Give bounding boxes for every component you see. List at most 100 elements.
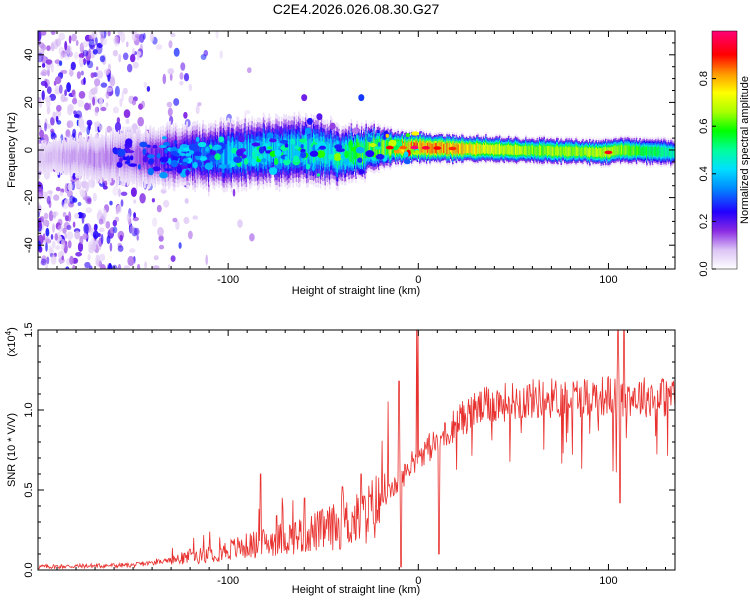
spectral-band-cell <box>182 146 185 167</box>
spectral-blob <box>314 144 319 151</box>
spectral-band-cell <box>512 145 515 156</box>
x-tick-label: 100 <box>599 575 617 587</box>
y-tick-label: 20 <box>23 96 35 108</box>
spectral-band-cell <box>382 140 385 156</box>
noise-blob <box>48 210 54 222</box>
noise-blob <box>95 254 100 265</box>
noise-blob <box>98 125 102 131</box>
spectral-blob <box>305 127 311 135</box>
noise-blob <box>237 219 243 228</box>
spectrogram-y-label: Frequency (Hz) <box>6 112 18 188</box>
spectral-band-cell <box>48 152 50 163</box>
noise-blob <box>79 235 84 245</box>
spectral-blob <box>197 141 207 148</box>
noise-blob <box>120 191 128 196</box>
noise-blob <box>139 33 145 43</box>
noise-blob <box>41 63 46 68</box>
snr-frame <box>37 329 676 571</box>
spectral-band-cell <box>140 151 143 171</box>
spectral-band-cell <box>478 144 480 154</box>
spectral-band-cell <box>484 144 486 154</box>
spectral-band-cell <box>93 153 96 167</box>
spectral-blob <box>388 139 397 147</box>
noise-blob <box>94 122 98 133</box>
spectral-band-cell <box>540 146 542 156</box>
spectral-band-cell <box>544 146 547 155</box>
spectral-band-cell <box>621 144 623 155</box>
spectral-blob <box>274 149 282 157</box>
spectral-band-cell <box>642 146 645 156</box>
noise-blob <box>82 233 88 240</box>
noise-blob <box>88 90 93 101</box>
spectral-band-cell <box>497 144 500 155</box>
spectral-band-cell <box>430 143 433 154</box>
noise-blob <box>72 264 76 269</box>
noise-blob <box>127 63 133 73</box>
spectral-band-cell <box>625 145 628 155</box>
noise-blob <box>152 217 158 227</box>
spectral-blob <box>284 143 289 148</box>
snr-x-label: Height of straight line (km) <box>292 584 420 596</box>
noise-blob <box>118 53 122 63</box>
noise-blob <box>54 59 61 64</box>
spectral-band-cell <box>633 145 636 155</box>
spectral-band-cell <box>626 144 629 155</box>
spectral-band-cell <box>370 139 372 157</box>
spectral-band-cell <box>333 142 336 164</box>
spectral-band-cell <box>536 145 539 156</box>
noise-blob <box>41 44 47 51</box>
spectral-band-cell <box>505 145 508 155</box>
spectral-band-cell <box>463 144 466 154</box>
noise-blob <box>98 227 105 233</box>
noise-blob <box>61 255 64 261</box>
spectral-band-cell <box>104 153 106 168</box>
noise-blob <box>38 204 42 213</box>
spectral-band-cell <box>447 143 450 154</box>
spectral-blob <box>218 164 227 169</box>
spectral-blob <box>251 159 257 167</box>
noise-blob <box>95 224 98 230</box>
noise-blob <box>112 106 119 114</box>
spectral-band-cell <box>663 146 665 157</box>
noise-blob <box>109 242 113 252</box>
spectral-blob <box>283 158 291 166</box>
spectral-band-cell <box>72 151 74 163</box>
noise-blob <box>162 73 167 85</box>
spectral-band-cell <box>99 152 102 168</box>
noise-blob <box>41 69 48 77</box>
spectral-band-cell <box>317 138 320 164</box>
noise-blob <box>45 227 50 237</box>
spectral-band-cell <box>50 151 53 163</box>
spectral-band-cell <box>171 146 174 165</box>
spectral-blob <box>300 144 304 149</box>
noise-blob <box>249 233 255 242</box>
spectral-blob <box>316 173 320 177</box>
spectral-band-cell <box>226 144 228 169</box>
spectral-peak <box>448 146 457 151</box>
noise-blob <box>97 209 103 216</box>
spectral-band-cell <box>46 153 48 162</box>
noise-blob <box>43 212 49 220</box>
spectral-band-cell <box>132 150 135 168</box>
spectral-band-cell <box>654 146 656 156</box>
spectral-band-cell <box>195 141 197 161</box>
spectral-band-cell <box>443 143 445 154</box>
noise-blob <box>40 31 47 36</box>
noise-blob <box>119 98 123 107</box>
noise-blob <box>94 78 101 87</box>
noise-blob <box>54 76 62 85</box>
noise-blob <box>82 40 89 48</box>
spectral-blob <box>333 153 342 162</box>
spectral-band-cell <box>502 145 504 155</box>
noise-blob <box>51 62 54 73</box>
noise-blob <box>47 190 53 195</box>
noise-blob <box>44 122 47 132</box>
spectral-band-cell <box>128 145 130 166</box>
noise-blob <box>116 204 122 214</box>
noise-blob <box>81 213 85 224</box>
spectral-band-cell <box>522 145 525 155</box>
spectral-band-cell <box>88 152 90 166</box>
noise-blob <box>247 67 252 74</box>
noise-blob <box>123 109 131 118</box>
y-tick-label: 0.0 <box>23 562 35 577</box>
